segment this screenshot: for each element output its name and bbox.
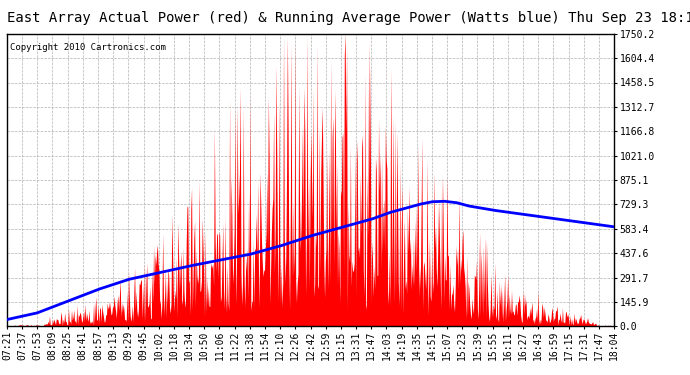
- Text: East Array Actual Power (red) & Running Average Power (Watts blue) Thu Sep 23 18: East Array Actual Power (red) & Running …: [7, 11, 690, 25]
- Text: Copyright 2010 Cartronics.com: Copyright 2010 Cartronics.com: [10, 42, 166, 51]
